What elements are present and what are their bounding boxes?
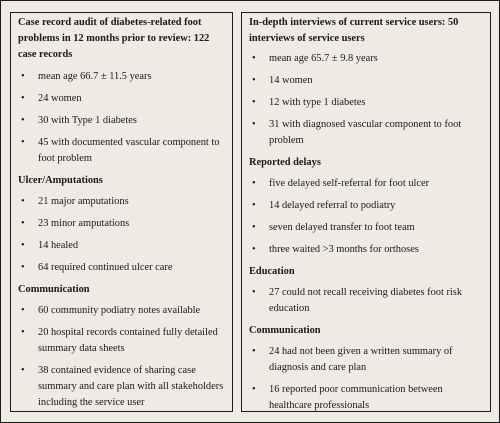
list-item: • 24 had not been given a written summary… [252,346,453,373]
intro-list: • mean age 65.7 ± 9.8 years • 14 women • 12… [249,51,484,149]
list-item: • 38 contained evidence of sharing case s… [21,365,224,408]
service-user-interviews-panel: In-depth interviews of current service u… [241,12,491,412]
bullet-icon: • [21,305,25,316]
ulcer-list: • 21 major amputations • 23 minor amputati… [18,194,226,276]
list-item: • 14 healed [18,238,226,254]
list-item: • 16 reported poor communication between … [252,384,443,411]
bullet-icon: • [252,178,256,189]
education-list: • 27 could not recall receiving diabetes … [249,285,484,317]
case-record-audit-panel: Case record audit of diabetes-related fo… [10,12,233,412]
communication-list: • 24 had not been given a written summary… [249,344,484,414]
bullet-icon: • [21,71,25,82]
bullet-icon: • [21,365,25,376]
intro-list: • mean age 66.7 ± 11.5 years • 24 women • 3… [18,69,226,167]
section-title-delays: Reported delays [249,157,321,168]
bullet-icon: • [252,53,256,64]
bullet-icon: • [21,115,25,126]
bullet-icon: • [21,218,25,229]
list-item: • 60 community podiatry notes available [18,303,226,319]
bullet-icon: • [21,93,25,104]
list-item: • seven delayed transfer to foot team [249,220,484,236]
list-item: • three waited >3 months for orthoses [249,242,484,258]
list-item: • 30 with Type 1 diabetes [18,113,226,129]
panel-heading: In-depth interviews of current service u… [249,17,459,44]
list-item: • mean age 65.7 ± 9.8 years [249,51,484,67]
bullet-icon: • [21,262,25,273]
list-item: • mean age 66.7 ± 11.5 years [18,69,226,85]
list-item: • 12 with type 1 diabetes [249,95,484,111]
bullet-icon: • [21,137,25,148]
list-item: • 24 women [18,91,226,107]
bullet-icon: • [252,75,256,86]
bullet-icon: • [252,346,256,357]
bullet-icon: • [252,119,256,130]
bullet-icon: • [252,287,256,298]
list-item: • 14 women [249,73,484,89]
section-title-education: Education [249,266,295,277]
list-item: • 64 required continued ulcer care [18,260,226,276]
bullet-icon: • [21,240,25,251]
communication-list: • 60 community podiatry notes available •… [18,303,226,411]
bullet-icon: • [21,196,25,207]
bullet-icon: • [252,244,256,255]
list-item: • five delayed self-referral for foot ulc… [249,176,484,192]
delays-list: • five delayed self-referral for foot ulc… [249,176,484,258]
list-item: • 14 delayed referral to podiatry [249,198,484,214]
list-item: • 45 with documented vascular component t… [21,137,220,164]
section-title-ulcer: Ulcer/Amputations [18,175,103,186]
list-item: • 31 with diagnosed vascular component to… [252,119,462,146]
list-item: • 23 minor amputations [18,216,226,232]
section-title-communication: Communication [18,284,90,295]
bullet-icon: • [21,327,25,338]
bullet-icon: • [252,384,256,395]
panel-heading: Case record audit of diabetes-related fo… [18,17,210,60]
bullet-icon: • [252,200,256,211]
bullet-icon: • [252,222,256,233]
section-title-communication: Communication [249,325,321,336]
list-item: • 27 could not recall receiving diabetes … [252,287,463,314]
bullet-icon: • [252,97,256,108]
list-item: • 21 major amputations [18,194,226,210]
list-item: • 20 hospital records contained fully det… [21,327,218,354]
